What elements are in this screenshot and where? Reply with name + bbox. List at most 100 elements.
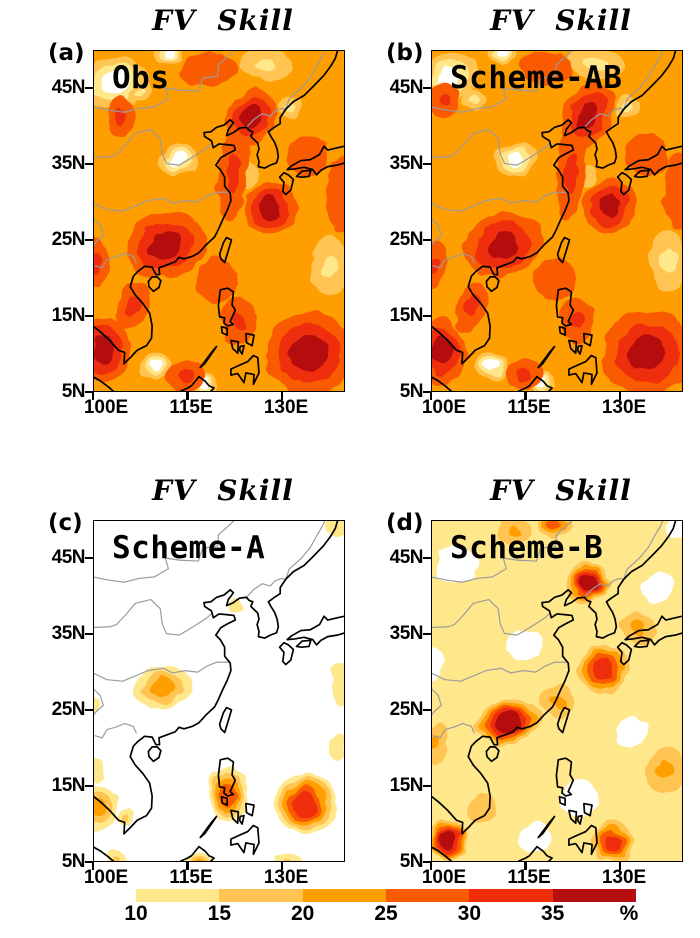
y-axis-tick xyxy=(85,314,93,318)
panel-c-dataset-label: Scheme-A xyxy=(112,530,266,566)
y-tick-label: 15N xyxy=(51,305,86,326)
y-axis-tick xyxy=(85,86,93,90)
colorbar-tick-label: 25 xyxy=(374,902,398,925)
panel-b-map: Scheme-AB xyxy=(431,50,683,392)
y-axis-tick xyxy=(423,784,431,788)
panel-d-label: (d) xyxy=(386,510,424,536)
panel-a-title: FV Skill xyxy=(152,4,294,37)
y-tick-label: 25N xyxy=(389,229,424,250)
panel-a-map: Obs xyxy=(93,50,345,392)
coastlines xyxy=(432,521,682,861)
coastlines xyxy=(94,51,344,391)
y-axis-tick xyxy=(85,390,93,394)
colorbar-tick-label: 30 xyxy=(457,902,482,925)
y-tick-label: 5N xyxy=(61,851,86,872)
coastlines xyxy=(432,51,682,391)
x-axis-tick xyxy=(280,862,284,870)
panel-c: FV Skill (c) Scheme-A 45N 35N 25N 15N 5N 100E… xyxy=(48,474,345,888)
y-tick-label: 15N xyxy=(389,305,424,326)
y-tick-label: 35N xyxy=(51,153,86,174)
colorbar-box xyxy=(136,889,220,902)
map-plot-Obs xyxy=(94,51,344,391)
y-axis-tick xyxy=(423,632,431,636)
colorbar-unit-label: % xyxy=(619,902,639,925)
y-tick-label: 35N xyxy=(389,623,424,644)
x-tick-label: 115E xyxy=(507,397,551,418)
panel-a-label: (a) xyxy=(48,40,85,66)
map-plot-Scheme-A xyxy=(94,521,344,861)
colorbar-box xyxy=(219,889,303,902)
panel-a-dataset-label: Obs xyxy=(112,60,170,96)
x-tick-label: 130E xyxy=(263,867,309,888)
y-axis-tick xyxy=(85,784,93,788)
y-tick-label: 25N xyxy=(51,229,86,250)
y-axis-tick xyxy=(85,556,93,560)
y-axis-tick xyxy=(85,708,93,712)
x-tick-label: 100E xyxy=(421,397,467,418)
colorbar-box xyxy=(552,889,636,902)
x-axis-tick xyxy=(524,392,527,400)
x-axis-tick xyxy=(618,392,622,400)
y-axis-tick xyxy=(85,860,93,864)
y-tick-label: 35N xyxy=(389,153,424,174)
y-axis-tick xyxy=(423,86,431,90)
y-tick-label: 5N xyxy=(399,381,424,402)
y-axis-tick xyxy=(423,708,431,712)
y-tick-label: 25N xyxy=(389,699,424,720)
y-tick-label: 15N xyxy=(389,775,424,796)
colorbar-box xyxy=(385,889,470,902)
y-axis-tick xyxy=(85,238,93,242)
y-axis-tick xyxy=(423,860,431,864)
x-axis-tick xyxy=(186,862,189,870)
y-tick-label: 45N xyxy=(51,547,86,568)
x-axis-tick xyxy=(280,392,284,400)
y-axis-tick xyxy=(423,314,431,318)
x-tick-label: 100E xyxy=(421,867,467,888)
y-tick-label: 45N xyxy=(389,547,424,568)
colorbar-box xyxy=(469,889,553,902)
x-axis-tick xyxy=(618,862,622,870)
panel-b-title: FV Skill xyxy=(490,4,632,37)
colorbar-box xyxy=(302,889,386,902)
coastlines xyxy=(94,521,344,861)
x-axis-tick xyxy=(524,862,527,870)
y-tick-label: 5N xyxy=(399,851,424,872)
x-tick-label: 100E xyxy=(83,397,129,418)
x-tick-label: 130E xyxy=(601,397,647,418)
panel-d: FV Skill (d) Scheme-B 45N 35N 25N 15N 5N 100E… xyxy=(386,474,683,888)
x-axis-tick xyxy=(429,392,433,400)
y-axis-tick xyxy=(85,632,93,636)
country-borders xyxy=(432,51,664,269)
y-axis-tick xyxy=(423,556,431,560)
x-axis-tick xyxy=(186,392,189,400)
x-tick-label: 100E xyxy=(83,867,129,888)
panel-d-map: Scheme-B xyxy=(431,520,683,862)
y-tick-label: 15N xyxy=(51,775,86,796)
y-tick-label: 45N xyxy=(51,77,86,98)
y-tick-label: 25N xyxy=(51,699,86,720)
panel-c-title: FV Skill xyxy=(152,474,294,507)
country-borders xyxy=(94,51,326,269)
colorbar-tick-label: 10 xyxy=(124,902,148,925)
x-tick-label: 115E xyxy=(169,397,213,418)
colorbar-tick-label: 20 xyxy=(290,902,315,925)
y-axis-tick xyxy=(423,238,431,242)
x-tick-label: 130E xyxy=(263,397,309,418)
y-tick-label: 45N xyxy=(389,77,424,98)
x-axis-tick xyxy=(91,862,95,870)
y-axis-tick xyxy=(423,162,431,166)
x-axis-tick xyxy=(91,392,95,400)
y-tick-label: 5N xyxy=(61,381,86,402)
panel-b-label: (b) xyxy=(386,40,424,66)
x-axis-tick xyxy=(429,862,433,870)
panel-a: FV Skill (a) Obs 45N 35N 25N 15N 5N 100E 115E 1… xyxy=(48,4,345,418)
panel-c-label: (c) xyxy=(48,510,83,536)
panel-d-dataset-label: Scheme-B xyxy=(450,530,604,566)
panel-d-title: FV Skill xyxy=(490,474,632,507)
y-tick-label: 35N xyxy=(51,623,86,644)
y-axis-tick xyxy=(423,390,431,394)
map-plot-Scheme-AB xyxy=(432,51,682,391)
colorbar-tick-label: 15 xyxy=(207,902,232,925)
y-axis-tick xyxy=(85,162,93,166)
